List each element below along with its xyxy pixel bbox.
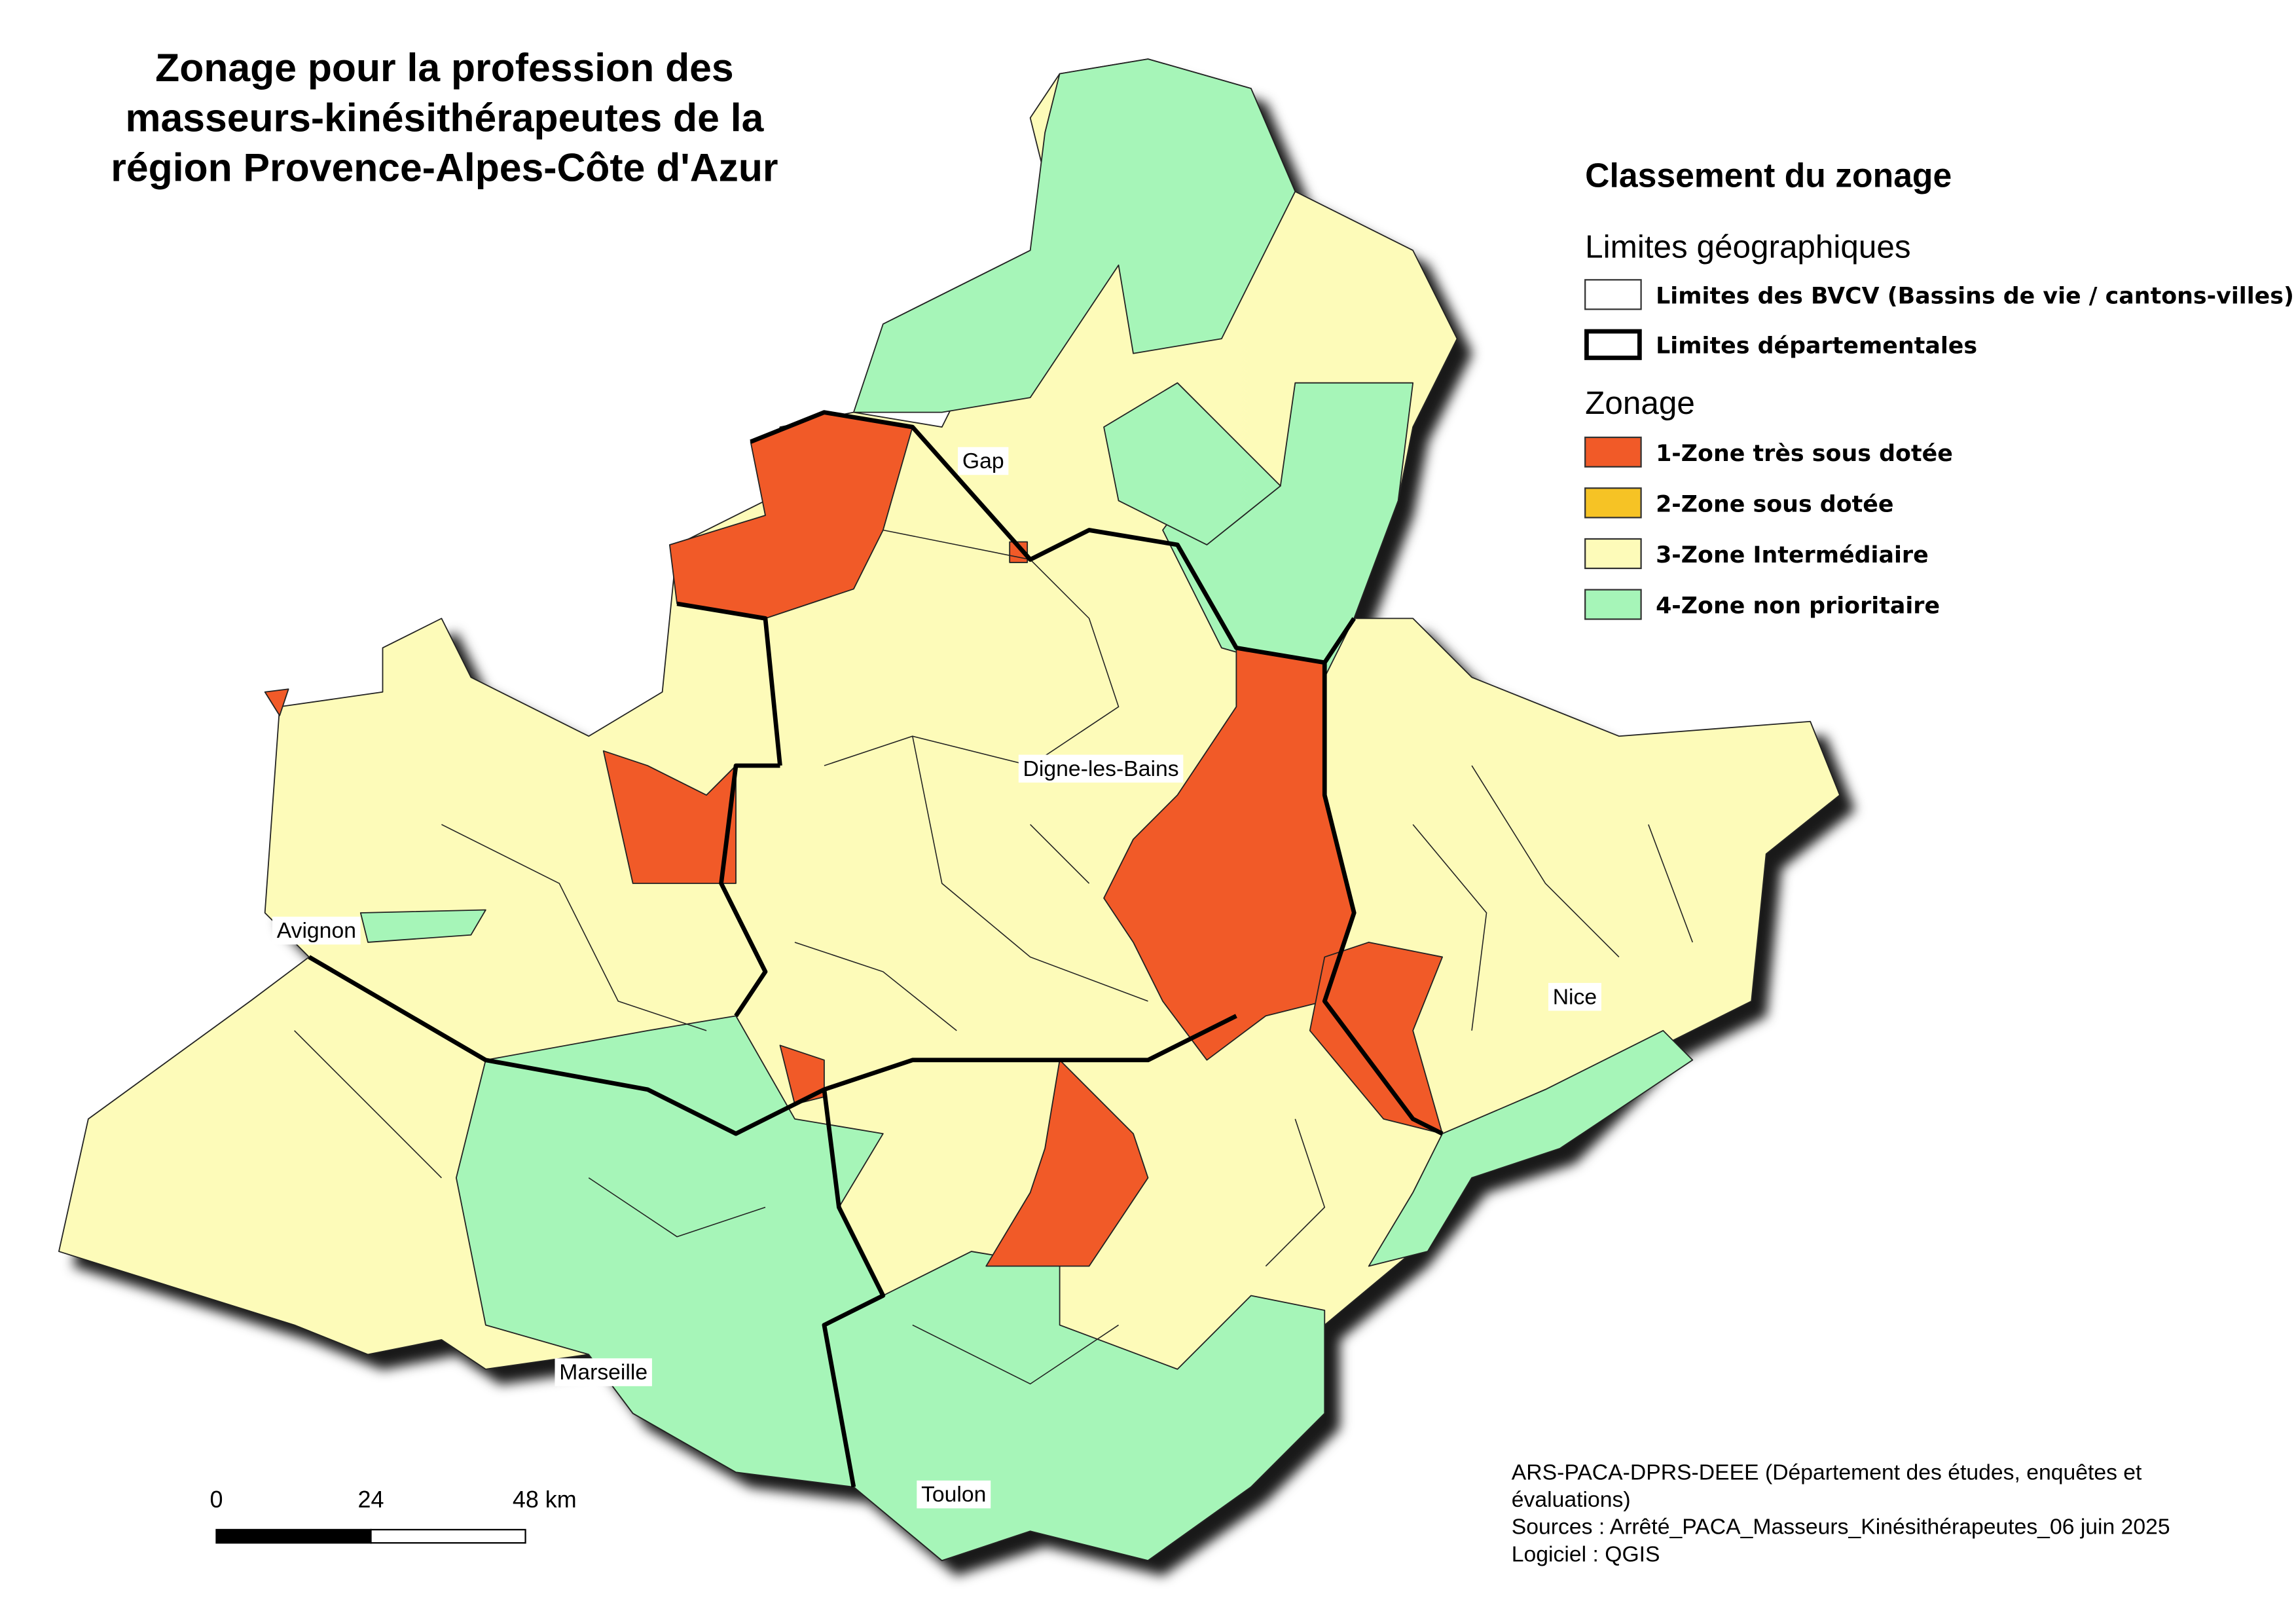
legend-label: 1-Zone très sous dotée (1656, 441, 1953, 467)
credit-line: Logiciel : QGIS (1512, 1541, 1660, 1566)
scale-label: 0 (210, 1486, 223, 1513)
zone-area (456, 1015, 1326, 1562)
legend-swatch (1584, 279, 1642, 310)
title-line: masseurs-kinésithérapeutes de la (126, 95, 765, 139)
city-label: Digne-les-Bains (1023, 756, 1179, 781)
legend: Classement du zonage Limites géographiqu… (1584, 157, 2294, 620)
city-labels: Gap Digne-les-Bains Avignon Nice Marseille To… (272, 447, 1601, 1509)
region-map (58, 58, 1840, 1562)
zone-area (985, 1059, 1149, 1267)
legend-heading: Zonage (1585, 385, 1695, 421)
city-label: Nice (1553, 984, 1597, 1009)
title-line: région Provence-Alpes-Côte d'Azur (111, 145, 778, 190)
zone-area (602, 750, 737, 884)
scale-label: 48 km (513, 1486, 577, 1513)
legend-label: Limites départementales (1656, 333, 1977, 360)
bvcv-boundaries (294, 529, 1694, 1385)
legend-label: Limites des BVCV (Bassins de vie / canto… (1656, 283, 2294, 309)
credit-line: évaluations) (1512, 1487, 1631, 1512)
map-title: Zonage pour la profession des masseurs-k… (111, 45, 778, 190)
legend-label: 3-Zone Intermédiaire (1656, 542, 1929, 568)
zone-area (852, 58, 1296, 413)
legend-title: Classement du zonage (1585, 157, 1952, 194)
zone-area (1309, 942, 1444, 1135)
city-label: Marseille (559, 1360, 647, 1385)
legend-label: 4-Zone non prioritaire (1656, 593, 1940, 619)
legend-swatch (1584, 436, 1642, 468)
zone-area (1103, 382, 1281, 545)
city-label: Toulon (921, 1482, 986, 1507)
scale-bar: 0 24 48 km (210, 1486, 577, 1544)
legend-heading: Limites géographiques (1585, 229, 1910, 265)
credit-line: ARS-PACA-DPRS-DEEE (Département des étud… (1512, 1460, 2142, 1485)
legend-label: 2-Zone sous dotée (1656, 491, 1893, 517)
city-label-bg (958, 447, 1009, 475)
city-label: Gap (962, 449, 1004, 473)
department-boundaries (308, 410, 1444, 1488)
zone-area (359, 909, 486, 943)
scale-label: 24 (358, 1486, 384, 1513)
credits: ARS-PACA-DPRS-DEEE (Département des étud… (1512, 1460, 2170, 1567)
legend-swatch (1584, 329, 1642, 360)
credit-line: Sources : Arrêté_PACA_Masseurs_Kinésithé… (1512, 1515, 2170, 1540)
city-label-bg (555, 1358, 652, 1386)
legend-swatch (1584, 589, 1642, 620)
city-label-bg (917, 1480, 991, 1509)
scale-segment (215, 1528, 372, 1544)
scale-segment (370, 1528, 526, 1544)
zone-area (264, 688, 289, 716)
zone-area (1368, 1029, 1694, 1267)
city-label-bg (272, 916, 361, 945)
legend-swatch (1584, 538, 1642, 570)
city-label: Avignon (277, 918, 356, 943)
title-line: Zonage pour la profession des (155, 45, 733, 90)
legend-swatch (1584, 487, 1642, 519)
city-label-bg (1548, 983, 1601, 1011)
city-label-bg (1018, 754, 1184, 783)
